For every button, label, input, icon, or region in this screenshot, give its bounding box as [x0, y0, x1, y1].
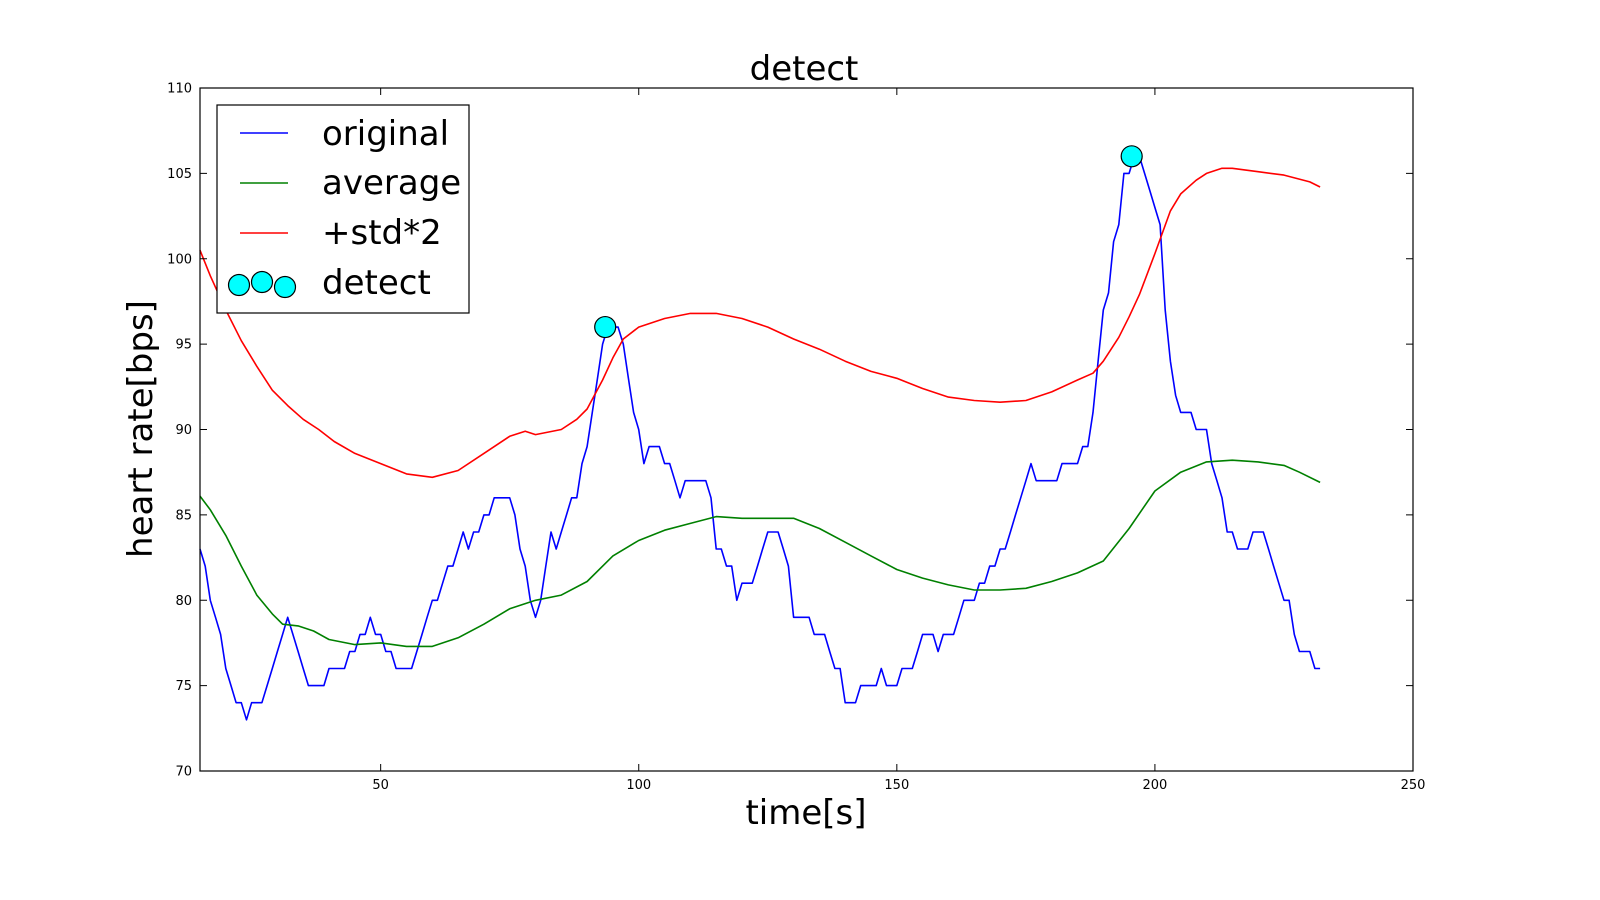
y-tick-label: 105 — [167, 167, 192, 182]
y-tick-label: 80 — [175, 594, 192, 609]
x-tick-label: 200 — [1143, 778, 1168, 793]
x-tick-label: 150 — [884, 778, 909, 793]
legend-swatch-detect-1 — [227, 273, 251, 297]
y-tick-label: 70 — [175, 765, 192, 780]
legend-label-std: +std*2 — [322, 213, 442, 253]
detect-point — [594, 315, 617, 339]
legend-swatch-detect-2 — [250, 270, 274, 294]
y-tick-label: 100 — [167, 252, 192, 267]
x-tick-label: 50 — [372, 778, 389, 793]
y-tick-label: 85 — [175, 508, 192, 523]
y-tick-label: 95 — [175, 338, 192, 353]
y-tick-label: 90 — [175, 423, 192, 438]
chart-title: detect — [750, 49, 859, 89]
legend-label-original: original — [322, 114, 449, 154]
x-tick-label: 100 — [626, 778, 651, 793]
legend-swatch-detect-3 — [273, 275, 297, 299]
x-tick-label: 250 — [1401, 778, 1426, 793]
legend-label-detect: detect — [322, 263, 431, 303]
legend: original average +std*2 detect — [216, 104, 470, 314]
series-line-std-2 — [199, 167, 1321, 479]
y-tick-label: 75 — [175, 679, 192, 694]
legend-label-average: average — [322, 163, 461, 203]
x-axis-label: time[s] — [745, 793, 866, 833]
series-line-average — [199, 459, 1321, 648]
detect-point — [1120, 145, 1143, 168]
y-axis-label: heart rate[bps] — [121, 300, 161, 558]
y-tick-label: 110 — [167, 82, 192, 97]
